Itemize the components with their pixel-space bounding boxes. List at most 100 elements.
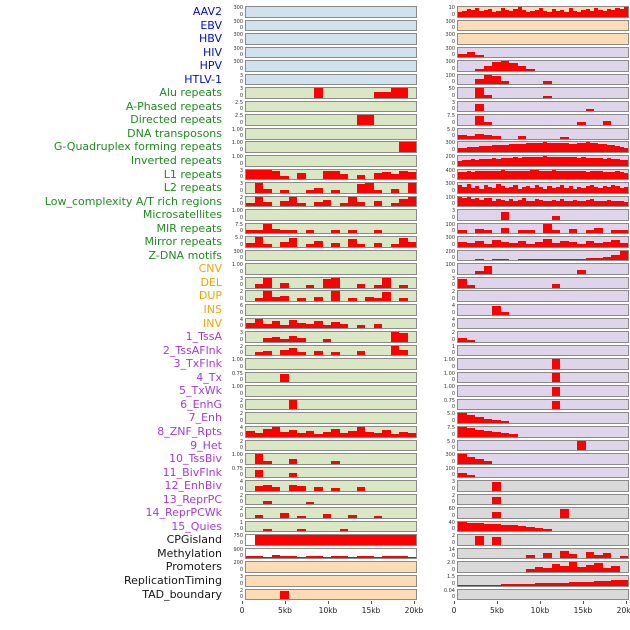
y-axis-zero-label: 0 — [451, 255, 455, 262]
track-label: 14_ReprPCWk — [145, 506, 222, 520]
bar — [470, 159, 475, 166]
axis-tick-label: 5kb — [278, 606, 292, 616]
bar — [577, 270, 586, 274]
bar — [623, 202, 628, 207]
bar — [568, 156, 573, 166]
left-track-plot — [245, 412, 417, 424]
bar — [356, 351, 365, 356]
y-axis-max-label: 4 — [239, 424, 243, 431]
bar — [483, 523, 492, 532]
bar — [577, 201, 582, 207]
bar — [475, 584, 484, 586]
bar — [496, 145, 501, 153]
bar — [483, 134, 492, 139]
y-axis-max-label: 1.00 — [231, 126, 243, 133]
bar — [305, 230, 314, 234]
bar — [534, 567, 543, 573]
right-track-plot — [457, 412, 629, 424]
y-axis-zero-label: 0 — [239, 255, 243, 262]
bar — [280, 431, 289, 437]
left-y-axis: 5.0 0 — [225, 235, 245, 249]
bar — [483, 146, 488, 153]
bar — [356, 535, 365, 545]
bar — [509, 186, 514, 193]
left-track-plot — [245, 114, 417, 126]
bar — [577, 581, 586, 586]
bar — [297, 298, 306, 302]
left-track-plot — [245, 73, 417, 86]
track-row: ReplicationTiming 3 0 1.5 0 — [0, 574, 630, 588]
bar — [470, 172, 475, 180]
bar — [466, 284, 475, 288]
bar — [492, 512, 501, 518]
bar — [288, 458, 297, 464]
bar — [458, 160, 463, 166]
bar — [492, 523, 501, 532]
y-axis-zero-label: 0 — [451, 160, 455, 167]
axis-tick-mark — [328, 601, 329, 605]
bar — [280, 373, 289, 383]
track-row: 9_Het 2 0 5.0 0 — [0, 439, 630, 453]
y-axis-zero-label: 0 — [239, 404, 243, 411]
bar — [483, 229, 492, 234]
bar — [509, 63, 518, 71]
left-y-axis: 1.00 0 — [225, 452, 245, 466]
right-track-plot — [457, 398, 629, 411]
bar — [568, 7, 573, 17]
bar — [526, 201, 531, 207]
track-row: Promoters 200 0 2.0 0 — [0, 560, 630, 574]
x-axis-right: 0 5kb 10kb 15kb 20kb — [452, 601, 630, 621]
bar — [513, 144, 518, 153]
bar — [602, 256, 611, 261]
bar — [331, 352, 340, 356]
bar — [373, 243, 382, 247]
bar — [348, 535, 357, 545]
bar — [560, 185, 565, 193]
left-y-axis: 300 0 — [225, 32, 245, 46]
track-label: 6_EnhG — [180, 397, 222, 411]
bar — [263, 556, 272, 559]
bar — [602, 121, 611, 125]
right-y-axis: 300 0 — [417, 59, 457, 73]
y-axis-max-label: 1.00 — [231, 154, 243, 161]
bar — [466, 52, 475, 58]
bar — [509, 433, 518, 437]
bar — [492, 259, 501, 261]
right-y-axis: 60 0 — [417, 506, 457, 520]
y-axis-max-label: 300 — [445, 452, 455, 459]
bar — [280, 296, 289, 302]
bar — [577, 157, 582, 166]
bar — [560, 509, 569, 518]
y-axis-zero-label: 0 — [239, 282, 243, 289]
bar — [475, 146, 480, 153]
y-axis-max-label: 1.00 — [443, 370, 455, 377]
axis-tick-label: 20kb — [404, 606, 424, 616]
y-axis-max-label: 300 — [233, 248, 243, 255]
bar — [297, 173, 306, 180]
bar — [611, 229, 620, 234]
track-row: 7_Enh 2 0 5.0 0 — [0, 411, 630, 425]
left-track-plot — [245, 371, 417, 384]
right-track-plot — [457, 6, 629, 18]
bar — [390, 188, 399, 193]
bar — [594, 7, 599, 17]
track-label: Microsatellites — [142, 208, 222, 222]
right-track-plot — [457, 520, 629, 533]
right-track-plot — [457, 561, 629, 574]
bar — [373, 284, 382, 288]
bar — [577, 441, 586, 451]
y-axis-zero-label: 0 — [239, 201, 243, 208]
bar — [517, 171, 522, 180]
bar — [602, 552, 611, 559]
y-axis-max-label: 0.75 — [231, 465, 243, 472]
bar — [619, 8, 624, 17]
bar — [492, 482, 501, 491]
y-axis-zero-label: 0 — [451, 241, 455, 248]
bar — [356, 555, 365, 559]
bar — [581, 9, 586, 17]
bar — [560, 136, 569, 139]
y-axis-zero-label: 0 — [451, 282, 455, 289]
bar — [407, 242, 416, 247]
right-y-axis: 200 0 — [417, 154, 457, 168]
